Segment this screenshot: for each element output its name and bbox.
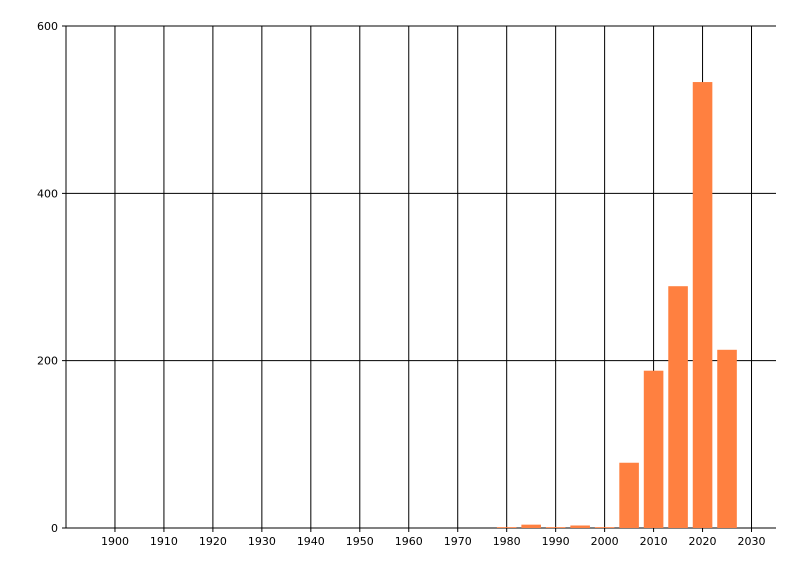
y-tick-label: 400 (37, 187, 58, 200)
x-tick-label: 1970 (444, 535, 472, 548)
x-tick-label: 1990 (542, 535, 570, 548)
x-tick-label: 1920 (199, 535, 227, 548)
bar-2010 (643, 370, 664, 528)
bar-2020 (692, 82, 713, 528)
bar-2005 (619, 462, 639, 528)
y-tick-label: 200 (37, 355, 58, 368)
bar-1990 (545, 527, 566, 528)
x-tick-label: 1900 (101, 535, 129, 548)
x-tick-label: 2030 (738, 535, 766, 548)
bar-2015 (668, 286, 688, 528)
bar-1980 (496, 527, 517, 528)
bar-1985 (521, 524, 541, 528)
x-tick-label: 1940 (297, 535, 325, 548)
y-tick-label: 0 (51, 522, 58, 535)
x-tick-label: 2000 (591, 535, 619, 548)
y-tick-label: 600 (37, 20, 58, 33)
bar-2025 (717, 349, 737, 528)
x-tick-label: 1930 (248, 535, 276, 548)
x-tick-label: 1950 (346, 535, 374, 548)
bar-1995 (570, 525, 590, 528)
x-tick-label: 2020 (689, 535, 717, 548)
x-tick-label: 1960 (395, 535, 423, 548)
x-tick-label: 1910 (150, 535, 178, 548)
x-tick-label: 2010 (640, 535, 668, 548)
x-tick-label: 1980 (493, 535, 521, 548)
bar-2000 (594, 527, 615, 528)
